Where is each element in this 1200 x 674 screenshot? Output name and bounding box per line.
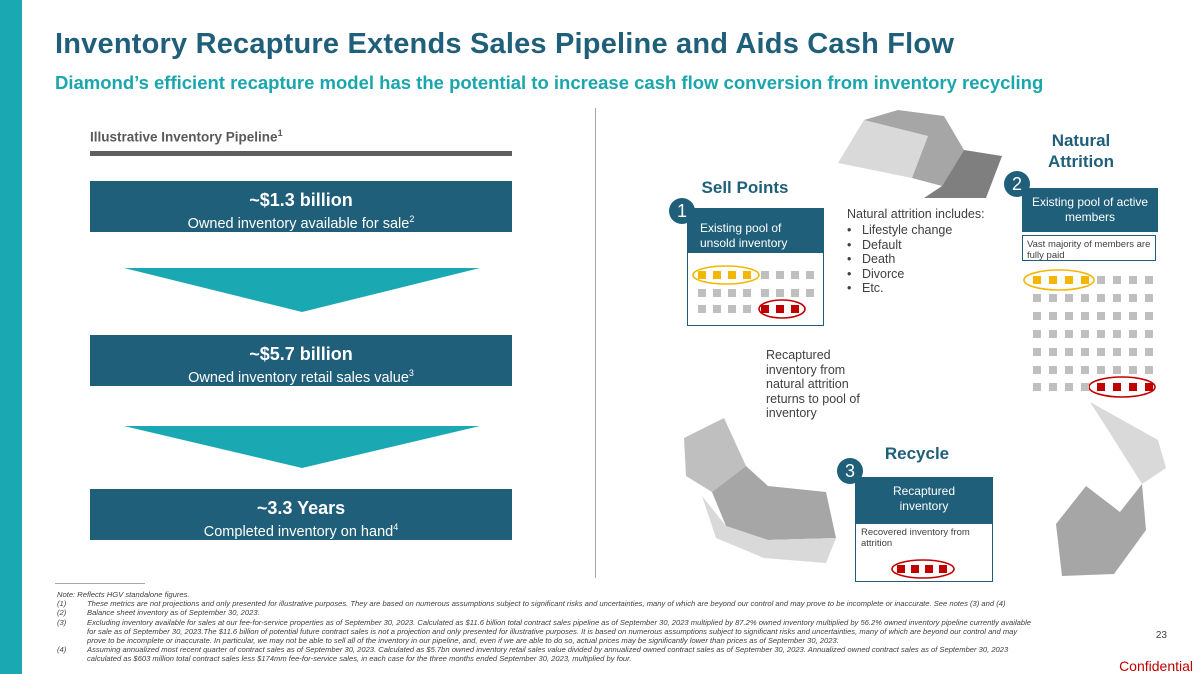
attrition-intro: Natural attrition includes:	[847, 207, 985, 221]
cycle-arrow-left	[684, 418, 836, 563]
pipeline-label: Illustrative Inventory Pipeline1	[90, 128, 283, 145]
page-number: 23	[1155, 630, 1167, 641]
recycle-note: Recovered inventory from attrition	[861, 527, 970, 549]
attrition-item: Lifestyle change	[845, 223, 952, 238]
natural-attrition-header: Natural Attrition	[1047, 131, 1115, 171]
footnote-item: (2) Balance sheet inventory as of Septemb…	[57, 608, 260, 618]
sell-points-box: Existing pool of unsold inventory	[688, 209, 823, 253]
attrition-item: Death	[845, 252, 952, 267]
sell-points-panel: Existing pool of unsold inventory	[687, 208, 824, 326]
attrition-list: Lifestyle change Default Death Divorce E…	[845, 223, 952, 296]
sell-points-header: Sell Points	[701, 178, 789, 197]
footnote-item: (1) These metrics are not projections and…	[57, 599, 1006, 609]
attrition-item: Divorce	[845, 267, 952, 282]
natural-attrition-note: Vast majority of members are fully paid	[1022, 235, 1156, 261]
sell-points-inventory-grid	[692, 265, 814, 319]
footnote-note: Note: Reflects HGV standalone figures.	[57, 590, 190, 599]
down-arrow-2	[124, 426, 480, 468]
cycle-arrow-right	[1056, 402, 1166, 576]
footnote-item: (3) Excluding inventory available for sal…	[57, 617, 1031, 646]
pipeline-box-retail-value: ~$5.7 billion Owned inventory retail sal…	[90, 335, 512, 386]
attrition-item: Etc.	[845, 281, 952, 296]
down-arrow-1	[124, 268, 480, 312]
left-accent-bar	[0, 0, 22, 674]
vertical-divider	[595, 108, 596, 578]
slide-subtitle: Diamond’s efficient recapture model has …	[55, 72, 1044, 93]
pipeline-rule	[90, 151, 512, 156]
footnote-rule	[55, 583, 145, 584]
recycle-header: Recycle	[884, 444, 950, 463]
recaptured-description: Recaptured inventory from natural attrit…	[766, 348, 860, 420]
pipeline-box-years: ~3.3 Years Completed inventory on hand4	[90, 489, 512, 540]
members-grid	[1023, 269, 1156, 398]
footnotes: Note: Reflects HGV standalone figures. (…	[57, 590, 1032, 664]
pipeline-box-available: ~$1.3 billion Owned inventory available …	[90, 181, 512, 232]
cycle-arrow-top	[838, 110, 1002, 198]
recycle-box: Recaptured inventory	[856, 478, 992, 524]
recycle-panel: Recaptured inventory Recovered inventory…	[855, 477, 993, 582]
slide-title: Inventory Recapture Extends Sales Pipeli…	[55, 28, 955, 60]
confidential-label: Confidential	[1119, 658, 1193, 674]
natural-attrition-box: Existing pool of active members	[1022, 188, 1158, 232]
recovered-inventory-grid	[891, 559, 955, 579]
attrition-item: Default	[845, 238, 952, 253]
footnote-item: (4) Assuming annualized most recent quart…	[57, 645, 1009, 664]
